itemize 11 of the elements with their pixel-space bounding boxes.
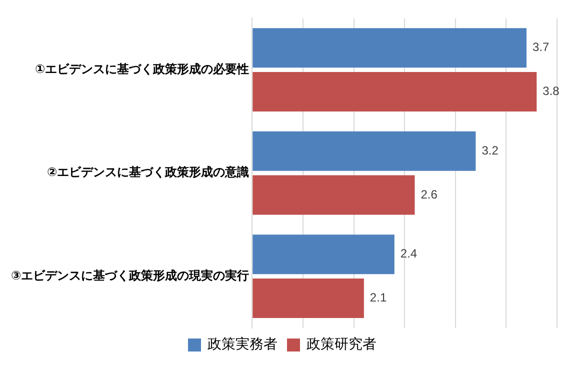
legend-label: 政策実務者: [208, 336, 278, 353]
data-label: 3.2: [482, 143, 499, 158]
legend-label: 政策研究者: [306, 336, 376, 353]
y-tick-label: ②エビデンスに基づく政策形成の意識: [46, 165, 250, 180]
y-tick-label: ①エビデンスに基づく政策形成の必要性: [34, 62, 250, 76]
data-label: 2.1: [370, 290, 387, 305]
data-label: 3.8: [542, 84, 560, 98]
data-label: 2.6: [420, 187, 438, 202]
data-label: 3.7: [532, 40, 550, 54]
y-tick-label: ③エビデンスに基づく政策形成の現実の実行: [10, 268, 250, 282]
data-label: 2.4: [400, 246, 418, 261]
